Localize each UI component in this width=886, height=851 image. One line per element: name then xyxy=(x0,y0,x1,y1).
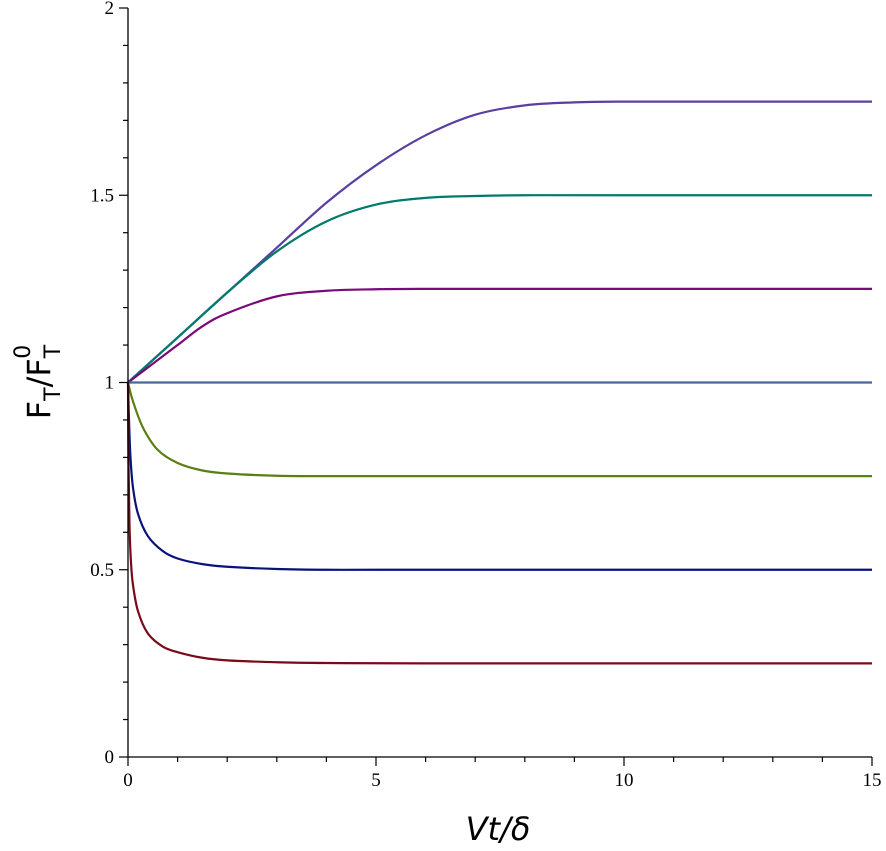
series-line-3 xyxy=(127,287,872,384)
y-tick-label: 0.5 xyxy=(90,560,114,581)
y-axis-title-main: F xyxy=(20,401,58,419)
x-axis-title: Vt/δ xyxy=(466,810,531,848)
y-tick-label: 1 xyxy=(105,373,115,394)
series-layer xyxy=(126,100,873,665)
series-line-1 xyxy=(127,100,872,384)
y-axis-title-slash: /F xyxy=(20,358,58,387)
series-line-2 xyxy=(127,194,872,384)
y-axis-title-sup: 0 xyxy=(11,345,36,359)
y-axis-title-sub2: T xyxy=(41,344,66,359)
y-axis-title-sub1: T xyxy=(41,387,66,402)
series-line-6 xyxy=(126,382,872,571)
y-tick-label: 2 xyxy=(105,0,115,19)
x-tick-label: 15 xyxy=(863,770,882,791)
y-tick-label: 1.5 xyxy=(90,185,114,206)
series-line-5 xyxy=(126,382,872,478)
tick-label-layer: 0 5 10 15 0 0.5 1 1.5 2 xyxy=(90,0,881,791)
y-axis-title: FT/FT0 xyxy=(11,344,66,419)
series-line-7 xyxy=(126,382,873,665)
y-tick-label: 0 xyxy=(105,747,115,768)
tick-layer xyxy=(119,7,873,766)
x-tick-label: 5 xyxy=(371,770,381,791)
x-tick-label: 0 xyxy=(123,770,133,791)
x-tick-label: 10 xyxy=(615,770,634,791)
